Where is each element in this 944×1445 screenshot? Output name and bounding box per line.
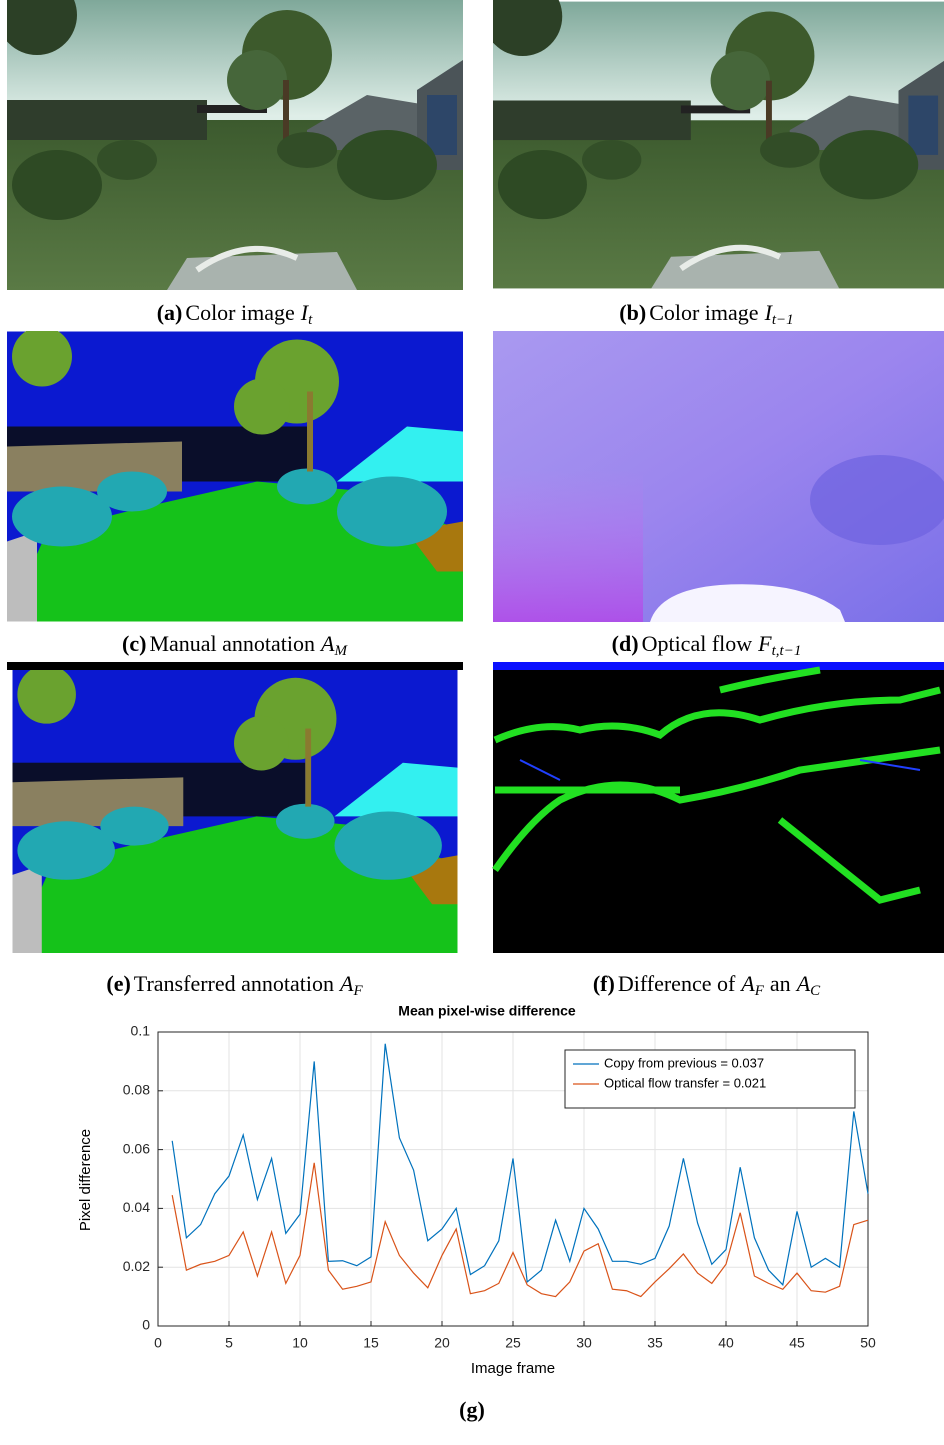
caption-text: I (301, 300, 308, 325)
chart: Mean pixel-wise difference Image frame P… (0, 1000, 944, 1445)
caption-math: It−1 (765, 300, 794, 325)
y-tick-label: 0.06 (123, 1140, 150, 1156)
chart-caption: (g) (459, 1397, 485, 1422)
legend-label: Optical flow transfer = 0.021 (604, 1075, 766, 1090)
caption-text: t (308, 312, 312, 328)
caption-text: (b) (619, 300, 646, 325)
caption-math: AC (797, 971, 820, 996)
x-tick-label: 50 (860, 1335, 876, 1351)
panel-caption: (a)Color image It (0, 300, 472, 329)
image-e-border (7, 662, 463, 670)
y-axis-label: Pixel difference (77, 1129, 94, 1231)
x-tick-label: 40 (718, 1335, 734, 1351)
image-e (13, 665, 458, 953)
panel-caption: (b)Color image It−1 (472, 300, 944, 329)
caption-text: (e) (106, 971, 130, 996)
y-tick-label: 0.02 (123, 1258, 150, 1274)
caption-text: (d) (612, 631, 639, 656)
x-tick-label: 45 (789, 1335, 805, 1351)
x-tick-label: 20 (434, 1335, 450, 1351)
caption-text: I (765, 300, 772, 325)
caption-text: A (321, 631, 334, 656)
x-tick-label: 5 (225, 1335, 233, 1351)
caption-text: t,t−1 (772, 643, 802, 659)
caption-text: C (810, 983, 820, 999)
caption-text: F (353, 983, 362, 999)
caption-text: A (797, 971, 810, 996)
image-b (483, 0, 944, 288)
caption-text: A (741, 971, 754, 996)
image-panels (0, 0, 944, 960)
caption-text: (a) (157, 300, 183, 325)
caption-text: Optical flow (642, 631, 753, 656)
caption-text: an (770, 971, 791, 996)
image-f (493, 662, 944, 953)
image-d (493, 331, 944, 622)
caption-text: Transferred annotation (134, 971, 334, 996)
y-tick-label: 0 (142, 1317, 150, 1333)
y-tick-label: 0.1 (131, 1023, 151, 1039)
x-axis-label: Image frame (471, 1360, 555, 1377)
x-tick-label: 15 (363, 1335, 379, 1351)
caption-text: Manual annotation (149, 631, 315, 656)
caption-text: Color image (185, 300, 294, 325)
caption-math: It (301, 300, 313, 325)
x-tick-label: 0 (154, 1335, 162, 1351)
caption-text: Color image (649, 300, 758, 325)
page: {"panels": [ {"label": "(a)", "caption":… (0, 0, 944, 1445)
x-tick-label: 10 (292, 1335, 308, 1351)
caption-text: t−1 (772, 312, 794, 328)
caption-text: Difference of (618, 971, 735, 996)
y-tick-label: 0.08 (123, 1082, 150, 1098)
caption-text: (c) (122, 631, 146, 656)
image-c (7, 327, 463, 622)
x-tick-label: 25 (505, 1335, 521, 1351)
image-a (0, 0, 463, 290)
chart-title: Mean pixel-wise difference (398, 1003, 576, 1019)
caption-text: (f) (593, 971, 615, 996)
caption-text: F (755, 983, 764, 999)
caption-math: AM (321, 631, 347, 656)
caption-text: A (340, 971, 353, 996)
caption-text: M (334, 643, 347, 659)
caption-math: Ft,t−1 (758, 631, 801, 656)
caption-math: AF (741, 971, 764, 996)
caption-math: AF (340, 971, 363, 996)
legend-label: Copy from previous = 0.037 (604, 1055, 764, 1070)
x-tick-label: 30 (576, 1335, 592, 1351)
y-tick-label: 0.04 (123, 1199, 150, 1215)
x-tick-label: 35 (647, 1335, 663, 1351)
caption-text: F (758, 631, 771, 656)
